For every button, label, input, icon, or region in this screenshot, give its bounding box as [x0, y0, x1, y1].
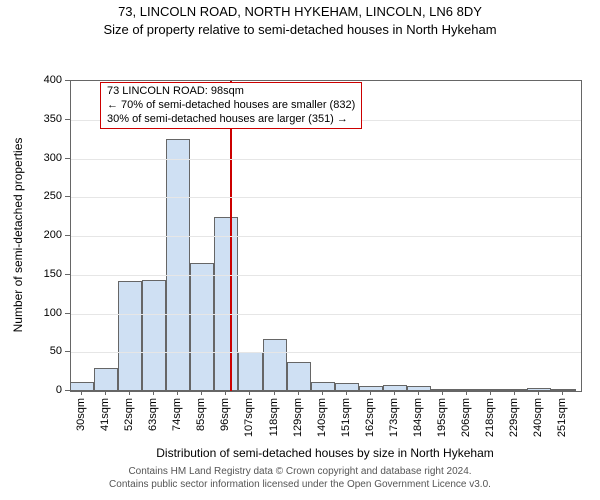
bar — [214, 217, 238, 391]
bar — [407, 386, 431, 391]
callout-line-3: 30% of semi-detached houses are larger (… — [107, 113, 355, 127]
footer-copyright-2: Contains public sector information licen… — [0, 479, 600, 490]
x-tick-mark — [514, 390, 515, 395]
bar — [287, 362, 311, 391]
y-tick-label: 50 — [50, 345, 62, 357]
x-tick-label: 129sqm — [292, 398, 304, 437]
x-tick-mark — [249, 390, 250, 395]
x-tick-label: 206sqm — [460, 398, 472, 437]
x-tick-mark — [562, 390, 563, 395]
callout-line-2: ← 70% of semi-detached houses are smalle… — [107, 99, 355, 113]
x-tick-mark — [274, 390, 275, 395]
x-tick-mark — [201, 390, 202, 395]
x-tick-mark — [298, 390, 299, 395]
x-tick-mark — [370, 390, 371, 395]
x-tick-label: 195sqm — [436, 398, 448, 437]
y-tick-mark — [65, 158, 70, 159]
x-axis-label: Distribution of semi-detached houses by … — [70, 446, 580, 460]
y-tick-mark — [65, 235, 70, 236]
x-tick-label: 240sqm — [532, 398, 544, 437]
x-tick-mark — [129, 390, 130, 395]
bar — [431, 389, 455, 391]
bar — [94, 368, 118, 391]
y-tick-mark — [65, 274, 70, 275]
bar — [190, 263, 214, 391]
x-tick-label: 229sqm — [508, 398, 520, 437]
x-tick-label: 74sqm — [171, 398, 183, 431]
x-tick-mark — [394, 390, 395, 395]
x-tick-label: 41sqm — [99, 398, 111, 431]
bar — [359, 386, 383, 391]
annotation-callout: 73 LINCOLN ROAD: 98sqm ← 70% of semi-det… — [100, 82, 362, 129]
x-tick-label: 184sqm — [412, 398, 424, 437]
x-tick-mark — [442, 390, 443, 395]
y-tick-label: 100 — [44, 307, 62, 319]
y-tick-mark — [65, 313, 70, 314]
gridline-h — [71, 314, 581, 315]
y-tick-mark — [65, 196, 70, 197]
y-tick-label: 350 — [44, 113, 62, 125]
x-tick-label: 52sqm — [123, 398, 135, 431]
gridline-h — [71, 352, 581, 353]
y-tick-mark — [65, 80, 70, 81]
x-tick-mark — [177, 390, 178, 395]
x-tick-mark — [105, 390, 106, 395]
bar — [335, 383, 359, 391]
x-tick-label: 173sqm — [388, 398, 400, 437]
x-tick-label: 218sqm — [484, 398, 496, 437]
x-tick-mark — [466, 390, 467, 395]
x-tick-label: 151sqm — [340, 398, 352, 437]
bar — [118, 281, 142, 391]
x-tick-mark — [490, 390, 491, 395]
y-tick-label: 200 — [44, 229, 62, 241]
y-tick-mark — [65, 351, 70, 352]
x-tick-mark — [225, 390, 226, 395]
x-tick-label: 251sqm — [556, 398, 568, 437]
bar — [455, 389, 479, 391]
callout-line-1: 73 LINCOLN ROAD: 98sqm — [107, 85, 355, 99]
x-tick-mark — [153, 390, 154, 395]
y-tick-mark — [65, 119, 70, 120]
x-tick-label: 140sqm — [316, 398, 328, 437]
bar — [383, 385, 407, 391]
y-tick-label: 150 — [44, 268, 62, 280]
gridline-h — [71, 197, 581, 198]
chart-title-address: 73, LINCOLN ROAD, NORTH HYKEHAM, LINCOLN… — [0, 4, 600, 19]
bar — [311, 382, 335, 391]
x-tick-label: 118sqm — [268, 398, 280, 436]
y-tick-mark — [65, 390, 70, 391]
bar — [70, 382, 94, 391]
y-tick-label: 250 — [44, 190, 62, 202]
footer-copyright-1: Contains HM Land Registry data © Crown c… — [0, 466, 600, 477]
bar — [142, 280, 166, 391]
bar — [263, 339, 287, 391]
x-tick-mark — [418, 390, 419, 395]
x-tick-mark — [81, 390, 82, 395]
y-axis-label: Number of semi-detached properties — [11, 138, 25, 333]
y-tick-label: 300 — [44, 152, 62, 164]
gridline-h — [71, 159, 581, 160]
x-tick-mark — [346, 390, 347, 395]
gridline-h — [71, 236, 581, 237]
x-tick-label: 107sqm — [243, 398, 255, 437]
x-tick-mark — [322, 390, 323, 395]
x-tick-label: 85sqm — [195, 398, 207, 431]
x-tick-label: 30sqm — [75, 398, 87, 431]
x-tick-mark — [538, 390, 539, 395]
x-tick-label: 162sqm — [364, 398, 376, 437]
y-tick-label: 0 — [56, 384, 62, 396]
figure: { "titles": { "address": "73, LINCOLN RO… — [0, 0, 600, 500]
x-tick-label: 63sqm — [147, 398, 159, 431]
chart-title-subtitle: Size of property relative to semi-detach… — [0, 22, 600, 37]
bar — [479, 389, 503, 391]
bar — [238, 352, 262, 391]
y-tick-label: 400 — [44, 74, 62, 86]
x-tick-label: 96sqm — [219, 398, 231, 431]
gridline-h — [71, 275, 581, 276]
